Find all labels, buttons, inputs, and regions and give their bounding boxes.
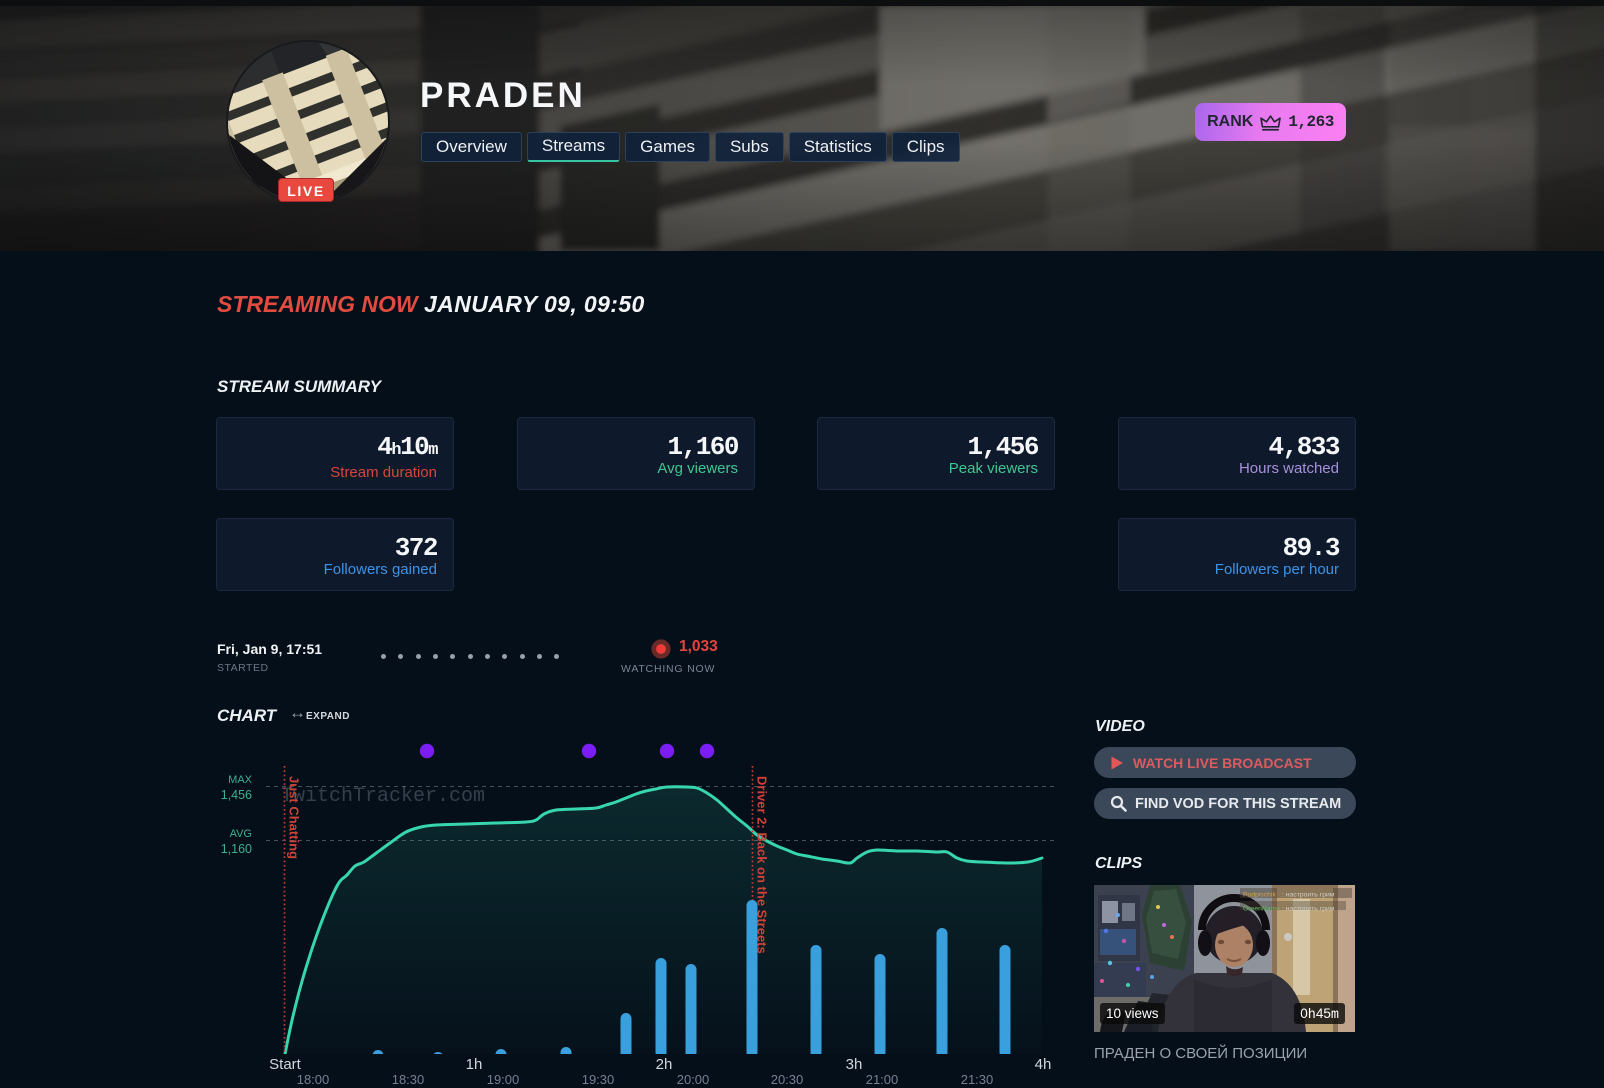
svg-text:20:00: 20:00 xyxy=(677,1072,710,1087)
svg-text:19:30: 19:30 xyxy=(582,1072,615,1087)
svg-text:GreenName: GreenName xyxy=(1243,906,1280,913)
svg-text:TwitchTracker.com: TwitchTracker.com xyxy=(281,785,485,808)
svg-text:AVG: AVG xyxy=(230,828,252,840)
svg-text:18:30: 18:30 xyxy=(392,1072,425,1087)
svg-text:3h: 3h xyxy=(846,1056,863,1073)
svg-text:1,456: 1,456 xyxy=(221,788,252,802)
svg-text:20:30: 20:30 xyxy=(771,1072,804,1087)
svg-text:Driver 2: Back on the Streets: Driver 2: Back on the Streets xyxy=(755,776,770,954)
svg-text:: настроить грим: : настроить грим xyxy=(1282,906,1335,913)
svg-text:1,160: 1,160 xyxy=(221,842,252,856)
svg-text:Podpischik: Podpischik xyxy=(1243,892,1276,899)
svg-text:21:30: 21:30 xyxy=(961,1072,994,1087)
svg-text:2h: 2h xyxy=(656,1056,673,1073)
svg-text:Start: Start xyxy=(269,1056,302,1073)
svg-text:19:00: 19:00 xyxy=(487,1072,520,1087)
svg-text:1h: 1h xyxy=(466,1056,483,1073)
svg-text:4h: 4h xyxy=(1035,1056,1052,1073)
svg-text:: настроить грим: : настроить грим xyxy=(1282,892,1335,899)
svg-text:MAX: MAX xyxy=(228,774,253,786)
svg-text:18:00: 18:00 xyxy=(297,1072,330,1087)
svg-text:21:00: 21:00 xyxy=(866,1072,899,1087)
svg-text:Just Chatting: Just Chatting xyxy=(287,776,302,859)
